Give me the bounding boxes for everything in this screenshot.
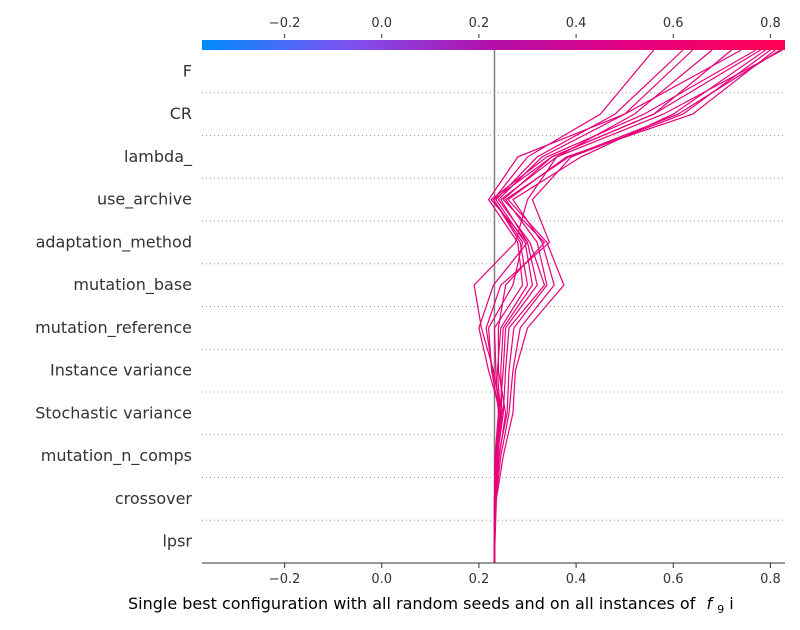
bottom-tick-label: 0.4 [566,572,587,587]
feature-labels: F CR lambda_ use_archive adaptation_methodmu… [35,61,193,550]
bottom-axis: −0.2 0.0 0.2 0.4 0.6 0.8 [202,562,785,587]
feature-label: Instance variance [50,361,192,380]
feature-label: mutation_n_comps [41,446,192,466]
colorbar [202,40,785,50]
decision-line [493,49,742,563]
bottom-tick-label: 0.2 [469,572,490,587]
decision-line [485,49,771,563]
feature-label: use_archive [97,190,192,210]
x-axis-label-subscript: 9 [717,603,724,616]
top-tick-label: 0.2 [469,16,490,31]
bottom-tick-label: 0.0 [371,572,392,587]
x-axis-label-trailing: i [729,594,733,613]
feature-label: crossover [115,489,193,508]
decision-line [487,49,732,563]
feature-label: F [183,61,192,80]
top-tick-label: 0.6 [663,16,684,31]
x-axis-label: Single best configuration with all rando… [128,594,734,617]
feature-label: CR [170,104,192,123]
x-axis-label-symbol: f [706,594,714,613]
bottom-tick-label: −0.2 [269,572,301,587]
feature-label: mutation_reference [35,318,192,338]
feature-label: Stochastic variance [35,403,192,422]
feature-label: lpsr [162,532,192,551]
decision-line [493,49,766,563]
top-axis: −0.2 0.0 0.2 0.4 0.6 0.8 [269,16,781,38]
bottom-tick-label: 0.8 [760,572,781,587]
top-tick-label: 0.0 [371,16,392,31]
decision-lines [473,49,783,564]
feature-label: adaptation_method [36,232,192,252]
feature-label: lambda_ [124,147,193,167]
feature-label: mutation_base [73,275,192,295]
top-tick-label: 0.8 [760,16,781,31]
x-axis-label-text: Single best configuration with all rando… [128,594,696,613]
decision-line [473,49,783,563]
top-tick-label: 0.4 [566,16,587,31]
top-tick-label: −0.2 [269,16,301,31]
bottom-tick-label: 0.6 [663,572,684,587]
colorbar-strip [202,40,785,50]
